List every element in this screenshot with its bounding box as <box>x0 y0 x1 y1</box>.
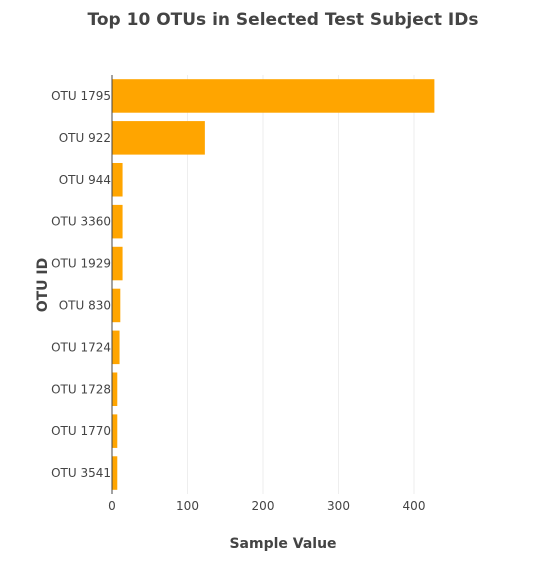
y-tick-label: OTU 922 <box>59 131 111 145</box>
y-tick-label: OTU 1724 <box>51 340 111 354</box>
y-tick-label: OTU 944 <box>59 173 111 187</box>
y-tick-label: OTU 830 <box>59 298 111 312</box>
chart-title: Top 10 OTUs in Selected Test Subject IDs <box>88 10 479 30</box>
x-tick-labels: 0 100 200 300 400 <box>108 499 425 513</box>
bars <box>112 79 435 490</box>
x-tick-label: 400 <box>403 499 426 513</box>
y-tick-labels: OTU 1795 OTU 922 OTU 944 OTU 3360 OTU 1929 OT… <box>51 89 111 480</box>
y-tick-label: OTU 1929 <box>51 257 111 271</box>
bar[interactable] <box>112 79 435 113</box>
y-tick-label: OTU 1795 <box>51 89 111 103</box>
gridlines <box>187 75 415 494</box>
y-tick-label: OTU 1770 <box>51 424 111 438</box>
bar[interactable] <box>112 204 123 239</box>
bar[interactable] <box>112 246 123 281</box>
y-tick-label: OTU 3360 <box>51 215 111 229</box>
x-tick-label: 300 <box>327 499 350 513</box>
bar[interactable] <box>112 456 118 490</box>
bar[interactable] <box>112 288 121 323</box>
bar[interactable] <box>112 330 120 365</box>
bar[interactable] <box>112 372 118 407</box>
x-tick-label: 0 <box>108 499 116 513</box>
bar[interactable] <box>112 121 205 155</box>
y-axis-title: OTU ID <box>35 258 51 313</box>
bar[interactable] <box>112 414 118 448</box>
bar[interactable] <box>112 162 123 197</box>
x-tick-label: 200 <box>252 499 275 513</box>
x-axis-title: Sample Value <box>229 536 336 552</box>
y-tick-label: OTU 1728 <box>51 382 111 396</box>
y-tick-label: OTU 3541 <box>51 466 111 480</box>
x-tick-label: 100 <box>176 499 199 513</box>
